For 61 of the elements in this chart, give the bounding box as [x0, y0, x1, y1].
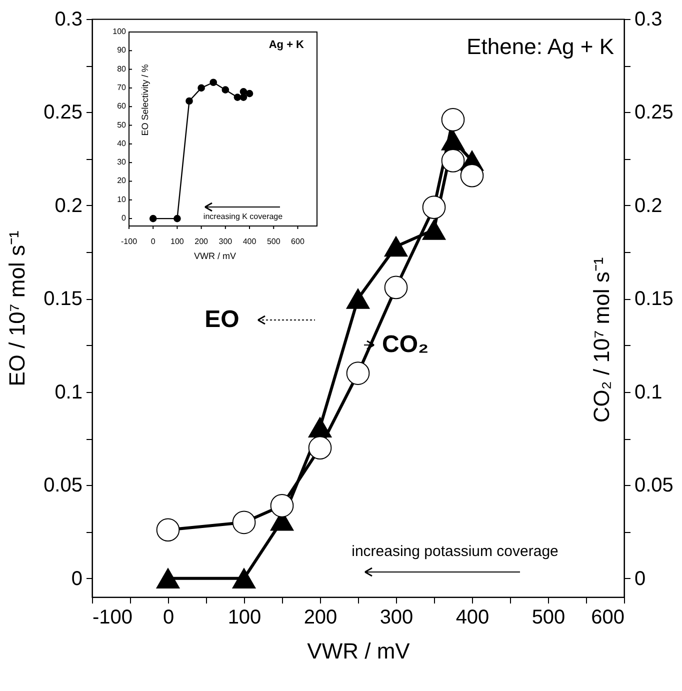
annotation: CO₂	[382, 331, 429, 358]
y-tick-label: 100	[112, 27, 127, 36]
y-tick-label: 0.3	[54, 8, 82, 30]
x-axis-title: VWR / mV	[194, 251, 236, 261]
x-tick-label: 600	[591, 606, 624, 628]
y2-tick-label: 0.2	[634, 194, 662, 217]
x-tick-label: 300	[218, 237, 233, 246]
x-tick-label: 100	[170, 237, 184, 246]
x-tick-label: 200	[194, 237, 209, 246]
y-tick-label: 0.2	[54, 194, 82, 217]
y-tick-label: 20	[117, 176, 127, 186]
y-tick-label: 0.1	[54, 381, 82, 404]
x-tick-label: 0	[150, 237, 156, 246]
y2-tick-label: 0	[634, 568, 646, 590]
x-tick-label: 400	[456, 606, 490, 628]
x-tick-label: -100	[92, 606, 133, 628]
point	[174, 214, 181, 222]
y-tick-label: 10	[117, 194, 127, 204]
annotation: increasing K coverage	[203, 212, 284, 221]
x-tick-label: -100	[120, 237, 138, 246]
y2-tick-label: 0.1	[634, 381, 662, 404]
x-tick-label: 600	[291, 237, 305, 246]
y2-tick-label: 0.15	[634, 288, 674, 310]
x-tick-label: 500	[266, 237, 281, 246]
y2-axis-title: CO₂ / 10⁷ mol s⁻¹	[589, 257, 614, 423]
y-tick-label: 0.15	[44, 288, 82, 310]
text: Ag + K	[268, 39, 304, 51]
y-tick-label: 0.25	[44, 102, 82, 124]
point	[210, 78, 218, 86]
y2-tick-label: 0.05	[634, 474, 674, 497]
x-tick-label: 400	[242, 237, 257, 246]
point	[240, 88, 248, 96]
y-tick-label: 0.05	[44, 474, 82, 497]
annotation: EO	[204, 306, 240, 333]
y-tick-label: 0	[71, 568, 82, 590]
y-tick-label: 60	[117, 102, 127, 111]
point	[246, 90, 254, 98]
y-axis-title: EO / 10⁷ mol s⁻¹	[4, 230, 30, 386]
point	[198, 84, 205, 92]
x-tick-label: 100	[228, 606, 262, 628]
text: Ethene: Ag + K	[466, 34, 614, 59]
x-tick-label: 500	[532, 606, 566, 628]
point	[222, 86, 230, 94]
y-tick-label: 0	[122, 214, 127, 223]
y-tick-label: 90	[117, 46, 127, 55]
y-tick-label: 80	[117, 64, 127, 74]
x-tick-label: 300	[380, 606, 414, 628]
x-axis-title: VWR / mV	[307, 638, 410, 664]
x-tick-label: 200	[304, 606, 338, 628]
y2-tick-label: 0.3	[634, 8, 662, 30]
annotation: increasing potassium coverage	[352, 543, 558, 560]
y-tick-label: 40	[117, 138, 127, 148]
y2-tick-label: 0.25	[634, 102, 674, 124]
point	[234, 94, 242, 101]
x-tick-label: 0	[162, 606, 174, 628]
point	[186, 97, 193, 105]
y-tick-label: 70	[117, 82, 127, 92]
y-tick-label: 50	[117, 120, 127, 130]
point	[149, 214, 157, 222]
y-axis-title: EO Selectivity / %	[140, 64, 150, 136]
y-tick-label: 30	[117, 158, 127, 167]
